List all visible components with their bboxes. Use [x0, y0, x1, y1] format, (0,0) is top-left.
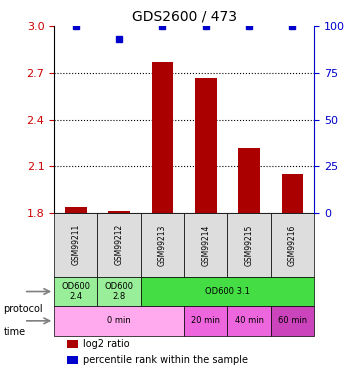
Text: 40 min: 40 min — [235, 316, 264, 326]
FancyBboxPatch shape — [141, 277, 314, 306]
FancyBboxPatch shape — [227, 213, 271, 277]
Text: GSM99213: GSM99213 — [158, 224, 167, 266]
FancyBboxPatch shape — [271, 306, 314, 336]
FancyBboxPatch shape — [97, 277, 141, 306]
FancyBboxPatch shape — [184, 306, 227, 336]
Bar — [67, 340, 78, 348]
FancyBboxPatch shape — [54, 277, 97, 306]
FancyBboxPatch shape — [141, 213, 184, 277]
Text: OD600
2.4: OD600 2.4 — [61, 282, 90, 301]
Bar — [282, 174, 303, 213]
Bar — [108, 211, 130, 213]
Bar — [152, 62, 173, 213]
Text: OD600
2.8: OD600 2.8 — [105, 282, 134, 301]
Text: 0 min: 0 min — [107, 316, 131, 326]
Text: 60 min: 60 min — [278, 316, 307, 326]
Text: protocol: protocol — [4, 304, 43, 314]
FancyBboxPatch shape — [54, 213, 97, 277]
FancyBboxPatch shape — [54, 306, 184, 336]
Text: time: time — [4, 327, 26, 337]
Text: GSM99216: GSM99216 — [288, 224, 297, 266]
Text: GSM99211: GSM99211 — [71, 224, 80, 266]
FancyBboxPatch shape — [184, 213, 227, 277]
Text: percentile rank within the sample: percentile rank within the sample — [83, 356, 248, 366]
Bar — [195, 78, 217, 213]
Text: 20 min: 20 min — [191, 316, 220, 326]
Title: GDS2600 / 473: GDS2600 / 473 — [132, 10, 236, 24]
FancyBboxPatch shape — [227, 306, 271, 336]
Text: GSM99215: GSM99215 — [245, 224, 253, 266]
Text: OD600 3.1: OD600 3.1 — [205, 287, 250, 296]
Bar — [65, 207, 87, 213]
Text: GSM99214: GSM99214 — [201, 224, 210, 266]
Bar — [67, 356, 78, 364]
Text: log2 ratio: log2 ratio — [83, 339, 129, 350]
Bar — [238, 147, 260, 213]
FancyBboxPatch shape — [271, 213, 314, 277]
FancyBboxPatch shape — [97, 213, 141, 277]
Text: GSM99212: GSM99212 — [115, 224, 123, 266]
